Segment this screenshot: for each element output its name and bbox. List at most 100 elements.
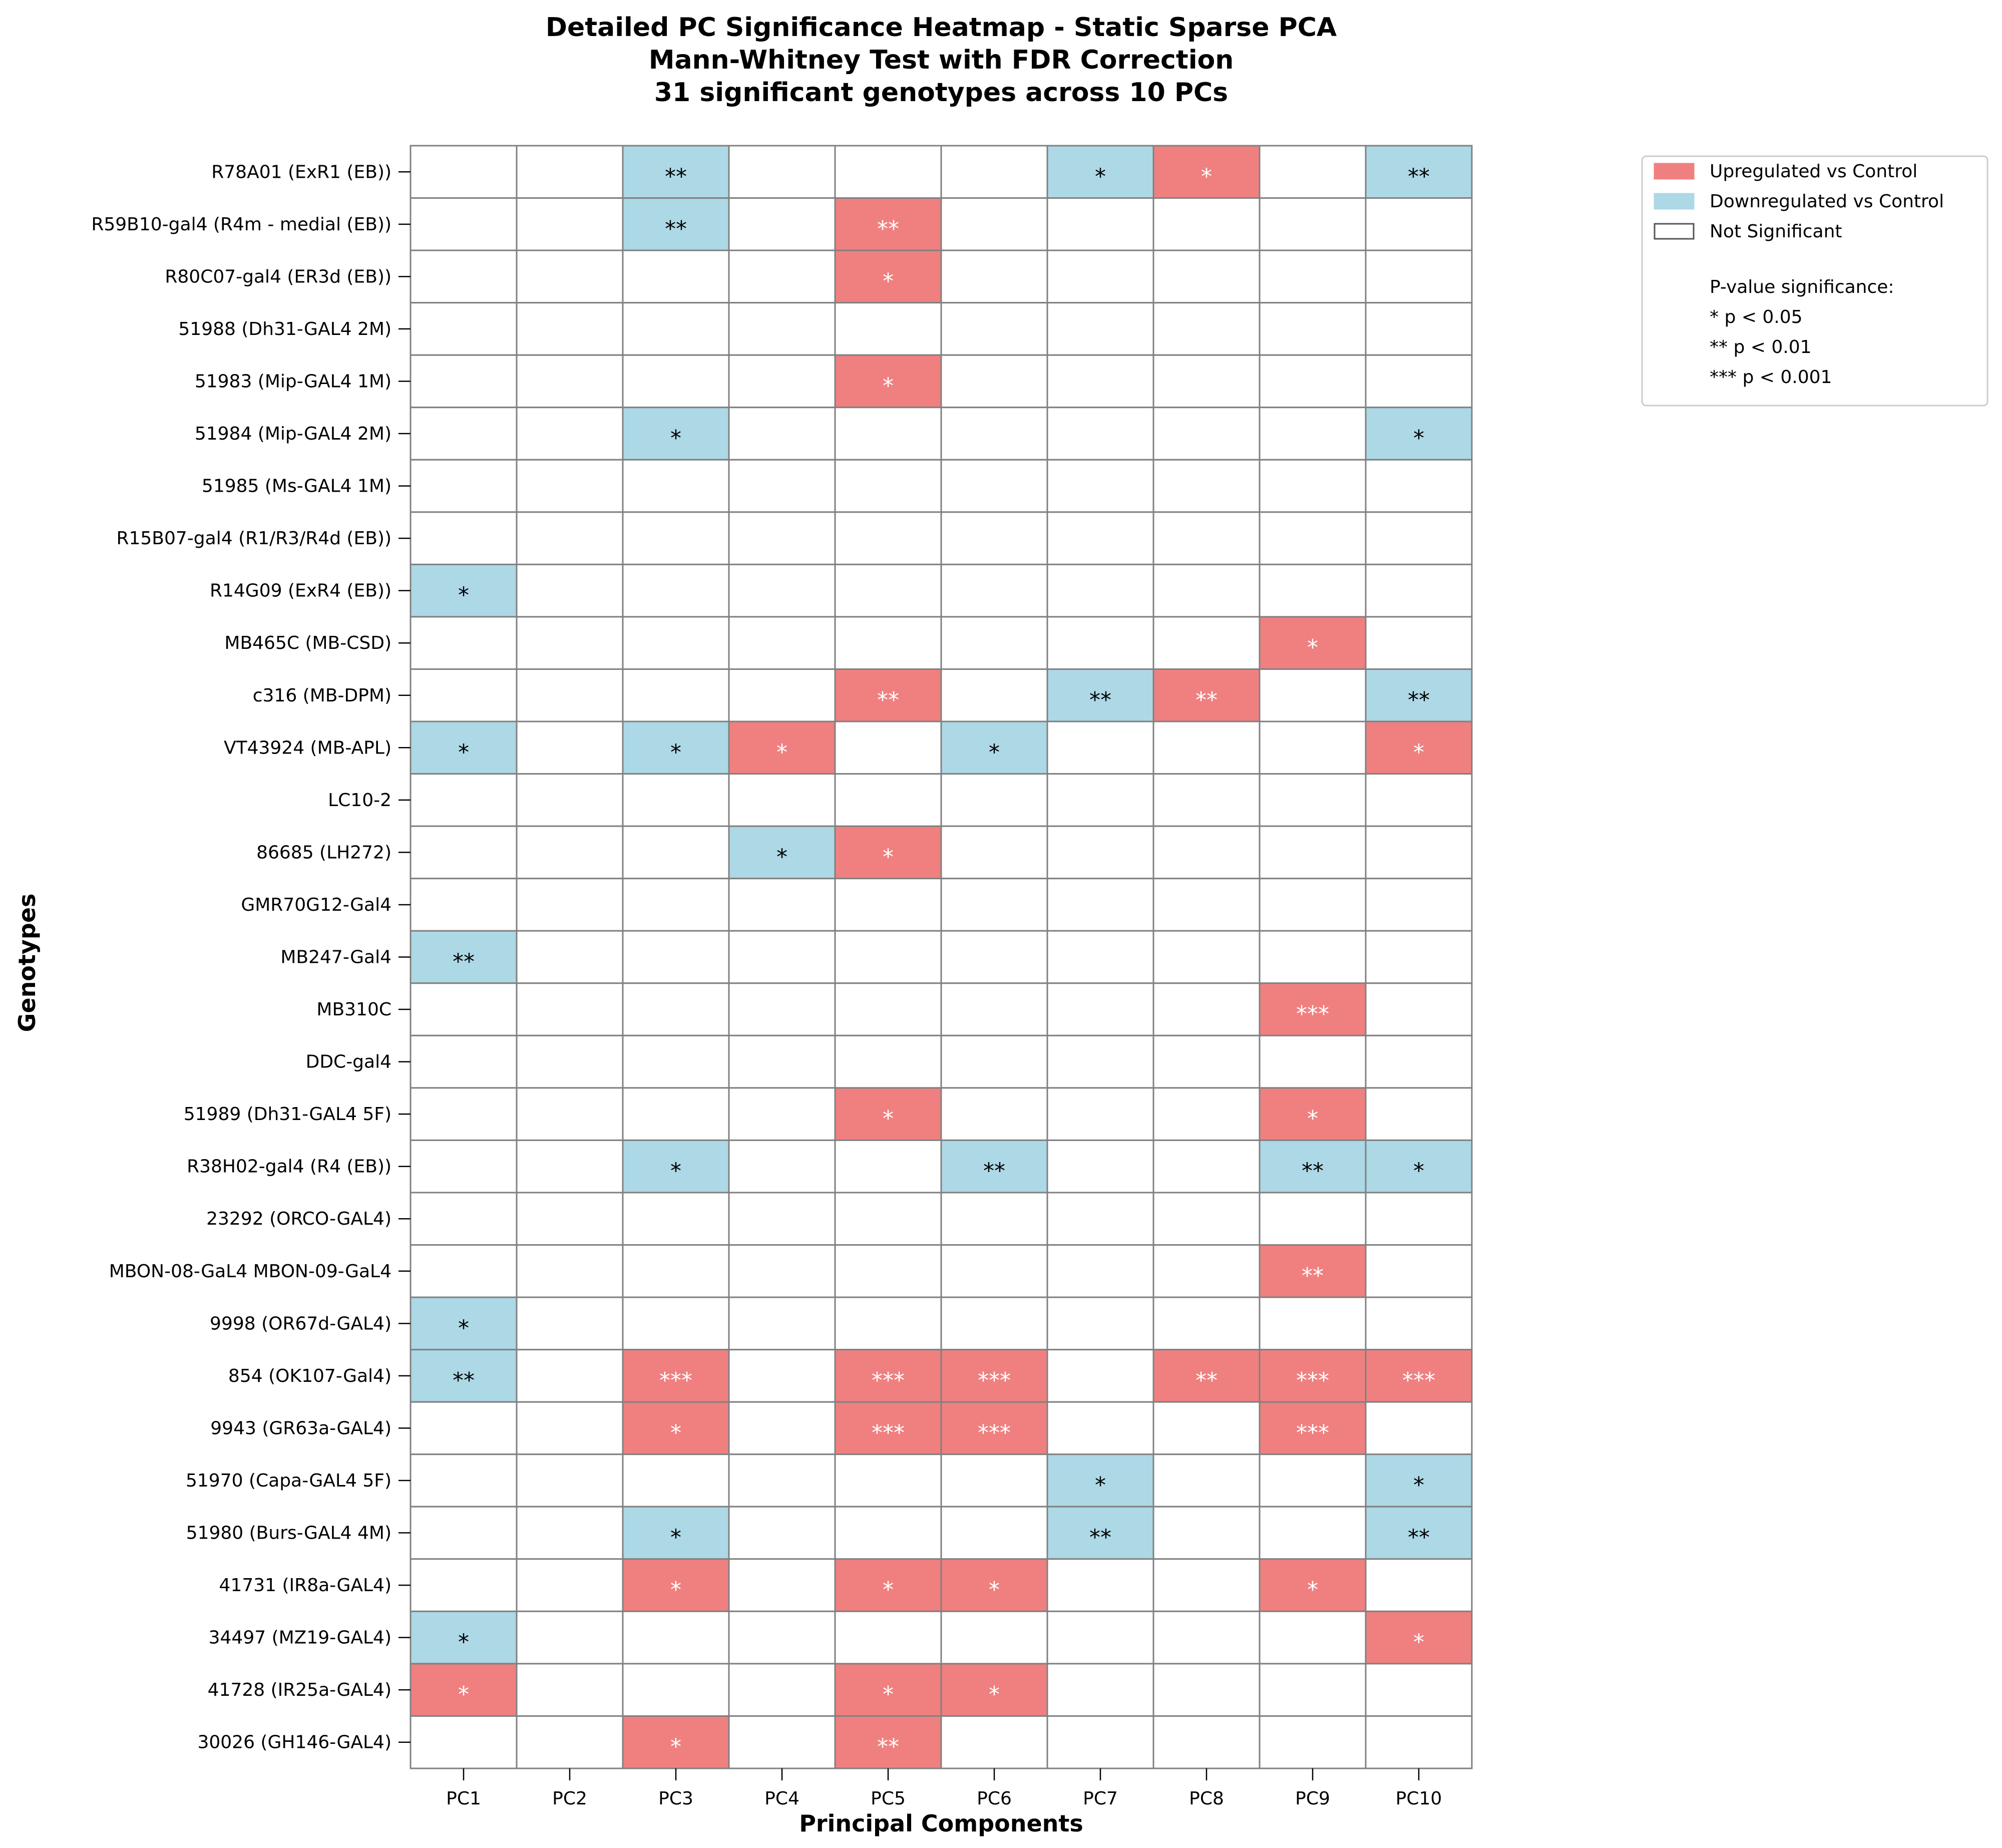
- heatmap-cell-ns: [622, 459, 730, 513]
- heatmap-cell-ns: [940, 930, 1048, 984]
- heatmap-cell-ns: [410, 878, 518, 932]
- y-tick-label: LC10-2: [328, 790, 391, 811]
- heatmap-cell-ns: [834, 302, 942, 356]
- heatmap-cell-ns: [1046, 354, 1154, 409]
- heatmap-cell-up: [1365, 1610, 1473, 1665]
- heatmap-cell-ns: [1259, 1296, 1367, 1351]
- chart-title: Detailed PC Significance Heatmap - Stati…: [546, 13, 1337, 108]
- heatmap-cell-ns: [834, 773, 942, 827]
- heatmap-cell-ns: [1152, 1663, 1261, 1717]
- heatmap-cell-ns: [728, 878, 836, 932]
- heatmap-cell-ns: [1152, 511, 1261, 565]
- heatmap-cell-ns: [1365, 563, 1473, 618]
- significance-stars-label: *: [458, 583, 469, 608]
- heatmap-cell-ns: [834, 878, 942, 932]
- heatmap-cell-ns: [622, 825, 730, 880]
- heatmap-cell-ns: [622, 878, 730, 932]
- y-tick-label: VT43924 (MB-APL): [224, 737, 391, 758]
- significance-stars-label: *: [1413, 426, 1424, 451]
- heatmap-cell-ns: [516, 1506, 624, 1560]
- chart-title-line-2: Mann-Whitney Test with FDR Correction: [649, 45, 1234, 75]
- x-tick-label: PC3: [658, 1788, 693, 1809]
- heatmap-cell-ns: [1152, 878, 1261, 932]
- y-tick-label: MB465C (MB-CSD): [224, 633, 391, 653]
- heatmap-cell-ns: [728, 1192, 836, 1246]
- y-tick-label: 9943 (GR63a-GAL4): [210, 1418, 391, 1438]
- heatmap-cell-up: [1259, 1087, 1367, 1141]
- heatmap-cell-ns: [1259, 197, 1367, 251]
- significance-stars-label: *: [1413, 740, 1424, 765]
- heatmap-cell-ns: [410, 145, 518, 199]
- y-tick-label: 23292 (ORCO-GAL4): [206, 1209, 391, 1229]
- heatmap-cell-ns: [728, 1506, 836, 1560]
- heatmap-cell-ns: [940, 825, 1048, 880]
- heatmap-cell-ns: [940, 1034, 1048, 1089]
- y-tick-label: R78A01 (ExR1 (EB)): [211, 162, 391, 182]
- heatmap-cell-ns: [940, 145, 1048, 199]
- y-tick-label: 30026 (GH146-GAL4): [197, 1732, 391, 1753]
- heatmap-cell-ns: [1259, 407, 1367, 461]
- heatmap-cell-ns: [728, 354, 836, 409]
- heatmap-cell-ns: [834, 720, 942, 775]
- heatmap-cell-down: [410, 1610, 518, 1665]
- heatmap-cell-ns: [1152, 720, 1261, 775]
- heatmap-cell-ns: [516, 1296, 624, 1351]
- significance-stars: ** * * **** ***** ***** ** ** *** * * * ** ******* ** *…: [453, 164, 1435, 1759]
- heatmap-cell-up: [622, 1715, 730, 1769]
- heatmap-cell-ns: [1046, 616, 1154, 670]
- heatmap-cell-ns: [940, 511, 1048, 565]
- heatmap-cell-ns: [410, 773, 518, 827]
- x-axis-title: Principal Components: [799, 1810, 1083, 1837]
- y-tick-labels: R78A01 (ExR1 (EB)) R59B10-gal4 (R4m - med…: [91, 162, 411, 1753]
- significance-stars-label: *: [883, 1106, 894, 1132]
- heatmap-cell-ns: [516, 1087, 624, 1141]
- heatmap-cell-ns: [1046, 825, 1154, 880]
- significance-stars-label: **: [1195, 1368, 1218, 1393]
- heatmap-cell-ns: [834, 1139, 942, 1194]
- significance-stars-label: **: [983, 1159, 1005, 1184]
- heatmap-cell-ns: [516, 354, 624, 409]
- significance-stars-label: ***: [659, 1368, 692, 1393]
- significance-stars-label: *: [776, 740, 787, 765]
- y-tick-label: MB310C: [316, 999, 391, 1020]
- heatmap-cell-ns: [622, 563, 730, 618]
- heatmap-cell-ns: [834, 1453, 942, 1508]
- heatmap-cell-ns: [410, 197, 518, 251]
- heatmap-cell-ns: [410, 1401, 518, 1455]
- heatmap-cell-ns: [1365, 930, 1473, 984]
- significance-stars-label: **: [877, 216, 899, 242]
- legend-swatch: [1654, 163, 1695, 180]
- heatmap-cell-ns: [1046, 1296, 1154, 1351]
- heatmap-cell-ns: [516, 511, 624, 565]
- heatmap-cell-ns: [1046, 1034, 1154, 1089]
- heatmap-cell-ns: [516, 407, 624, 461]
- chart-title-line-3: 31 significant genotypes across 10 PCs: [654, 78, 1228, 108]
- heatmap-cell-ns: [1046, 407, 1154, 461]
- y-tick-label: 51980 (Burs-GAL4 4M): [186, 1523, 391, 1544]
- significance-stars-label: *: [883, 1577, 894, 1603]
- heatmap-cell-ns: [1259, 930, 1367, 984]
- heatmap-cell-ns: [1365, 249, 1473, 304]
- heatmap-cell-ns: [728, 407, 836, 461]
- heatmap-cell-ns: [940, 1192, 1048, 1246]
- heatmap-cell-ns: [516, 930, 624, 984]
- significance-stars-label: ***: [1296, 1368, 1329, 1393]
- significance-stars-label: ***: [1296, 1001, 1329, 1027]
- heatmap-cell-ns: [410, 1192, 518, 1246]
- y-tick-label: 854 (OK107-Gal4): [228, 1366, 391, 1386]
- heatmap-cell-ns: [1046, 1558, 1154, 1612]
- heatmap-cell-ns: [1259, 145, 1367, 199]
- heatmap-cell-ns: [410, 982, 518, 1036]
- heatmap-cell-ns: [1152, 982, 1261, 1036]
- heatmap-cell-up: [622, 1558, 730, 1612]
- heatmap-cell-ns: [516, 197, 624, 251]
- y-tick-label: c316 (MB-DPM): [253, 685, 391, 706]
- legend-entry-label: Downregulated vs Control: [1710, 191, 1944, 212]
- heatmap-cell-ns: [516, 1349, 624, 1403]
- heatmap-cell-ns: [1365, 1558, 1473, 1612]
- significance-stars-label: *: [1413, 1472, 1424, 1498]
- heatmap-cell-ns: [1365, 616, 1473, 670]
- heatmap-cell-ns: [622, 773, 730, 827]
- heatmap-cell-ns: [1152, 1034, 1261, 1089]
